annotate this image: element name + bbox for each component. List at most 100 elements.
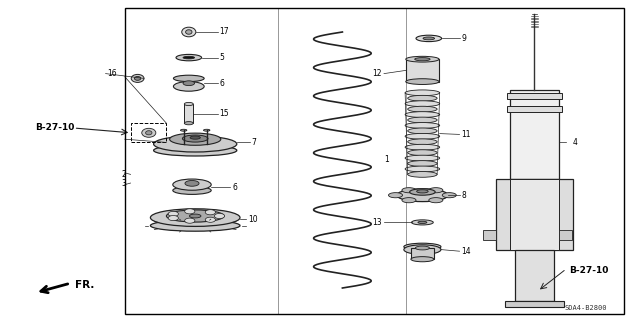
Ellipse shape	[388, 193, 403, 198]
Circle shape	[214, 213, 225, 219]
Ellipse shape	[142, 128, 156, 137]
Ellipse shape	[397, 189, 448, 202]
Ellipse shape	[176, 54, 202, 61]
Circle shape	[185, 218, 195, 223]
Ellipse shape	[173, 179, 211, 190]
Bar	[507, 106, 562, 112]
Ellipse shape	[405, 123, 440, 128]
Ellipse shape	[402, 198, 416, 203]
Ellipse shape	[412, 220, 433, 225]
Ellipse shape	[408, 172, 437, 177]
Circle shape	[205, 217, 216, 222]
Text: FR.: FR.	[75, 280, 94, 290]
Ellipse shape	[429, 188, 443, 193]
Bar	[559, 230, 572, 240]
Ellipse shape	[416, 35, 442, 42]
Ellipse shape	[408, 161, 437, 166]
Bar	[510, 90, 559, 179]
Ellipse shape	[429, 198, 443, 203]
Text: 7: 7	[252, 138, 257, 147]
Text: 8: 8	[461, 191, 466, 200]
Ellipse shape	[411, 257, 434, 262]
Bar	[515, 250, 554, 301]
Text: 4: 4	[573, 138, 578, 147]
Text: 16: 16	[108, 69, 117, 78]
Ellipse shape	[183, 56, 195, 59]
Ellipse shape	[406, 79, 439, 84]
Bar	[505, 301, 564, 307]
Ellipse shape	[415, 58, 430, 61]
Ellipse shape	[408, 106, 437, 112]
Text: 9: 9	[461, 34, 467, 43]
Ellipse shape	[154, 136, 237, 152]
Text: 6: 6	[220, 79, 225, 88]
Ellipse shape	[405, 144, 440, 150]
Circle shape	[168, 211, 179, 216]
Bar	[510, 179, 559, 250]
Ellipse shape	[423, 37, 435, 40]
Ellipse shape	[408, 128, 437, 134]
Text: 14: 14	[461, 247, 471, 256]
Ellipse shape	[190, 136, 200, 139]
Ellipse shape	[170, 133, 221, 145]
Text: 1: 1	[384, 156, 388, 164]
Circle shape	[205, 210, 216, 215]
Ellipse shape	[442, 193, 456, 198]
Circle shape	[168, 216, 179, 221]
Bar	[406, 59, 439, 82]
Ellipse shape	[183, 81, 195, 86]
Ellipse shape	[134, 76, 141, 80]
Text: 17: 17	[220, 28, 229, 36]
Ellipse shape	[204, 129, 210, 131]
Ellipse shape	[166, 210, 224, 222]
Bar	[411, 248, 434, 259]
Ellipse shape	[402, 188, 416, 193]
Text: B-27-10: B-27-10	[35, 124, 75, 132]
Text: 12: 12	[372, 69, 382, 78]
Bar	[125, 8, 624, 314]
Text: 2: 2	[122, 170, 126, 179]
Ellipse shape	[131, 74, 144, 82]
Text: 13: 13	[372, 218, 382, 227]
Bar	[483, 230, 496, 240]
Ellipse shape	[150, 209, 240, 227]
Ellipse shape	[408, 117, 437, 123]
Bar	[496, 179, 573, 250]
Ellipse shape	[182, 135, 208, 142]
Ellipse shape	[408, 95, 437, 101]
Ellipse shape	[189, 214, 201, 218]
Ellipse shape	[405, 90, 440, 96]
Text: SDA4-B2800: SDA4-B2800	[564, 305, 607, 311]
Ellipse shape	[186, 30, 192, 34]
Ellipse shape	[180, 129, 187, 131]
Ellipse shape	[173, 82, 204, 91]
Ellipse shape	[184, 102, 193, 106]
Text: 5: 5	[220, 53, 225, 62]
Ellipse shape	[405, 101, 440, 107]
Ellipse shape	[418, 221, 427, 223]
Ellipse shape	[146, 131, 152, 135]
Ellipse shape	[184, 122, 193, 125]
Text: 10: 10	[248, 215, 258, 224]
Ellipse shape	[154, 145, 237, 156]
Bar	[131, 123, 166, 142]
Ellipse shape	[415, 246, 429, 250]
Ellipse shape	[405, 112, 440, 117]
Bar	[507, 93, 562, 99]
Ellipse shape	[182, 27, 196, 37]
Ellipse shape	[405, 166, 440, 172]
Text: 15: 15	[220, 109, 229, 118]
Bar	[184, 104, 193, 123]
Ellipse shape	[417, 190, 428, 193]
Text: 3: 3	[122, 179, 127, 188]
Text: 6: 6	[232, 183, 237, 192]
Ellipse shape	[408, 139, 437, 145]
Text: 11: 11	[461, 130, 471, 139]
Ellipse shape	[150, 220, 240, 231]
Ellipse shape	[406, 56, 439, 62]
Ellipse shape	[408, 150, 437, 156]
Ellipse shape	[173, 186, 211, 194]
Circle shape	[185, 209, 195, 214]
Text: B-27-10: B-27-10	[570, 266, 609, 275]
Ellipse shape	[404, 243, 441, 250]
